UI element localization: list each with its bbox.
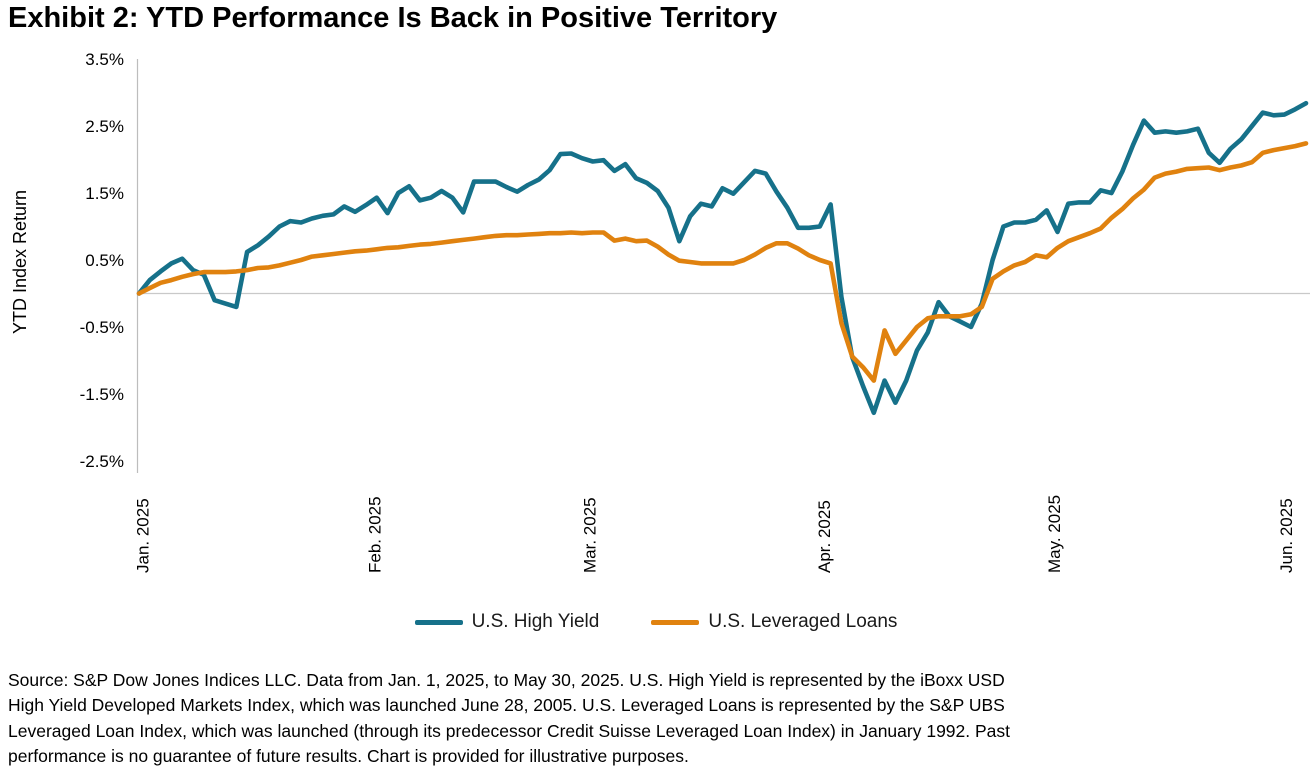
- y-axis-title: YTD Index Return: [10, 190, 30, 334]
- chart-plot: 3.5% 2.5% 1.5% 0.5% -0.5% -1.5% -2.5% YTD Index…: [10, 50, 1310, 573]
- x-axis-tick-label: Mar. 2025: [580, 497, 599, 573]
- y-axis-tick-label: 1.5%: [85, 184, 124, 203]
- x-axis-tick-label: Apr. 2025: [815, 500, 834, 573]
- y-axis-tick-label: -2.5%: [80, 452, 124, 471]
- legend-swatch-high-yield: [414, 619, 463, 625]
- y-axis-tick-label: -0.5%: [80, 318, 124, 337]
- source-line-1: Source: S&P Dow Jones Indices LLC. Data …: [8, 670, 1005, 690]
- legend-label-high-yield: U.S. High Yield: [471, 611, 600, 632]
- x-axis-tick-label: Feb. 2025: [366, 496, 385, 573]
- legend-swatch-leveraged-loans: [651, 619, 700, 625]
- legend-item-leveraged-loans: U.S. Leveraged Loans: [651, 611, 897, 633]
- y-axis-tick-label: -1.5%: [80, 385, 124, 404]
- x-axis-tick-label: May. 2025: [1045, 495, 1064, 573]
- y-axis-tick-label: 3.5%: [85, 50, 124, 69]
- page-title: Exhibit 2: YTD Performance Is Back in Po…: [8, 2, 778, 34]
- source-line-3: Leveraged Loan Index, which was launched…: [8, 720, 1011, 741]
- y-axis-tick-label: 0.5%: [85, 251, 124, 270]
- series-line-high-yield: [136, 100, 1309, 416]
- source-text: Source: S&P Dow Jones Indices LLC. Data …: [8, 668, 1308, 769]
- legend-item-high-yield: U.S. High Yield: [414, 611, 600, 633]
- y-axis-tick-label: 2.5%: [85, 117, 124, 136]
- x-axis-tick-label: Jan. 2025: [134, 498, 153, 573]
- source-line-2: High Yield Developed Markets Index, whic…: [8, 695, 1005, 716]
- legend-label-leveraged-loans: U.S. Leveraged Loans: [708, 611, 898, 632]
- source-line-4: performance is no guarantee of future re…: [8, 745, 689, 766]
- x-axis-tick-label: Jun. 2025: [1277, 498, 1296, 573]
- series-line-leveraged-loans: [136, 141, 1309, 383]
- legend: U.S. High Yield U.S. Leveraged Loans: [0, 603, 1312, 641]
